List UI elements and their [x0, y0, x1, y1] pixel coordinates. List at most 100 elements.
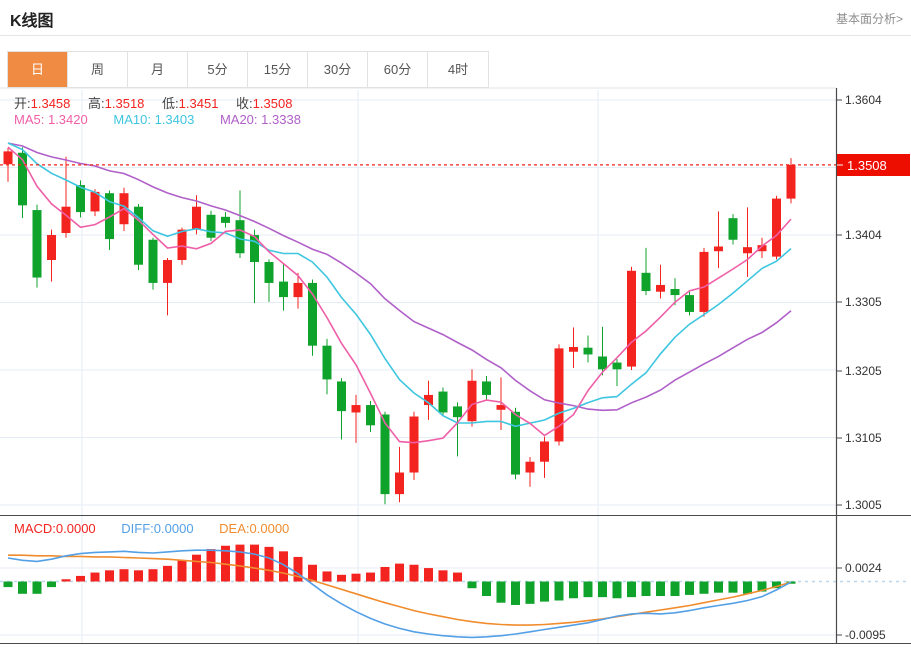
macd-bar	[612, 581, 622, 599]
ma5-value: 1.3420	[47, 112, 88, 127]
macd-bar	[685, 581, 694, 595]
candle-down	[641, 272, 651, 292]
macd-bar	[424, 568, 433, 582]
fundamental-analysis-link[interactable]: 基本面分析>	[835, 12, 903, 26]
candle-down	[250, 235, 259, 263]
tab-week[interactable]: 周	[68, 52, 128, 87]
candle-down	[670, 289, 680, 296]
candle-down	[279, 281, 288, 298]
macd-bar	[540, 581, 549, 602]
dea-label: DEA:	[219, 521, 250, 536]
low-label: 低:	[162, 96, 179, 111]
macd-bar	[366, 572, 375, 582]
macd-bar	[641, 581, 651, 597]
macd-label: MACD:	[14, 521, 56, 536]
macd-legend: MACD:0.0000 DIFF:0.0000 DEA:0.0000	[14, 521, 311, 536]
candle-down	[583, 347, 593, 355]
macd-bar	[90, 572, 100, 582]
candle-down	[221, 216, 230, 223]
macd-bar	[482, 581, 491, 597]
high-value: 1.3518	[104, 96, 145, 111]
macd-bar	[47, 581, 56, 588]
candle-down	[438, 391, 448, 413]
candle-down	[453, 406, 462, 418]
macd-bar	[728, 581, 738, 593]
macd-bar	[714, 581, 723, 593]
tab-4hour[interactable]: 4时	[447, 62, 469, 77]
candle-up	[293, 282, 303, 298]
close-label: 收:	[236, 96, 253, 111]
tab-5min[interactable]: 5分	[188, 52, 248, 87]
candle-down	[511, 411, 520, 475]
candle-down	[76, 185, 85, 213]
macd-bar	[105, 570, 114, 582]
diff-line	[7, 549, 792, 639]
low-value: 1.3451	[178, 96, 219, 111]
macd-bar	[293, 556, 303, 582]
candle-down	[482, 381, 491, 395]
high-label: 高:	[88, 96, 105, 111]
macd-bar	[76, 575, 85, 582]
diff-label: DIFF:	[121, 521, 154, 536]
candle-down	[148, 239, 158, 283]
open-value: 1.3458	[30, 96, 71, 111]
ma20-value: 1.3338	[261, 112, 301, 127]
candle-down	[134, 206, 143, 265]
candle-down	[308, 282, 317, 346]
candle-down	[366, 405, 375, 426]
diff-value: 0.0000	[153, 521, 194, 536]
candle-up	[90, 191, 100, 212]
title-divider	[0, 35, 911, 36]
tab-month[interactable]: 月	[128, 52, 188, 87]
candle-down	[612, 362, 622, 370]
ma5-label: MA5:	[14, 112, 45, 127]
macd-bar	[772, 581, 781, 589]
candle-up	[351, 405, 361, 413]
candle-down	[235, 220, 245, 254]
candle-up	[163, 259, 172, 283]
macd-bar	[177, 560, 187, 582]
macd-bar	[134, 570, 143, 582]
candle-down	[685, 295, 694, 312]
tab-15min[interactable]: 15分	[248, 52, 308, 87]
macd-bar	[32, 581, 42, 594]
last-price-badge	[837, 154, 910, 176]
macd-bar	[279, 551, 288, 582]
candle-down	[32, 210, 42, 278]
macd-bar	[598, 581, 607, 598]
macd-bar	[699, 581, 709, 594]
ma20-label: MA20:	[219, 112, 258, 127]
tab-60min[interactable]: 60分	[368, 52, 428, 87]
candle-up	[714, 246, 723, 252]
macd-bar	[351, 573, 361, 582]
macd-bar	[119, 569, 129, 582]
candle-up	[743, 247, 752, 254]
last-price-badge-value: 1.3508	[847, 158, 887, 173]
candle-up	[699, 251, 709, 312]
candle-down	[337, 381, 346, 412]
macd-bar	[453, 572, 462, 582]
macd-bar	[3, 581, 13, 588]
ohlc-legend: 开:1.3458 高:1.3518 低:1.3451 收:1.3508	[14, 93, 306, 112]
candle-up	[772, 198, 781, 257]
candle-down	[322, 345, 332, 380]
macd-bar	[511, 581, 520, 605]
candle-up	[757, 245, 767, 252]
y-axis-label: 1.3404	[845, 228, 882, 242]
macd-bar	[583, 581, 593, 598]
macd-bar	[627, 581, 636, 598]
y-axis-label: 1.3305	[845, 295, 882, 309]
y-axis-label: 1.3205	[845, 364, 882, 378]
page-title: K线图	[10, 13, 54, 30]
tab-30min[interactable]: 30分	[308, 52, 368, 87]
candle-up	[554, 348, 564, 442]
macd-bar	[322, 571, 332, 582]
dea-line	[8, 554, 792, 626]
macd-bar	[438, 570, 448, 582]
macd-bar	[192, 554, 201, 582]
tab-day[interactable]: 日	[8, 52, 68, 87]
candle-up	[192, 206, 201, 230]
macd-bar	[395, 563, 404, 582]
